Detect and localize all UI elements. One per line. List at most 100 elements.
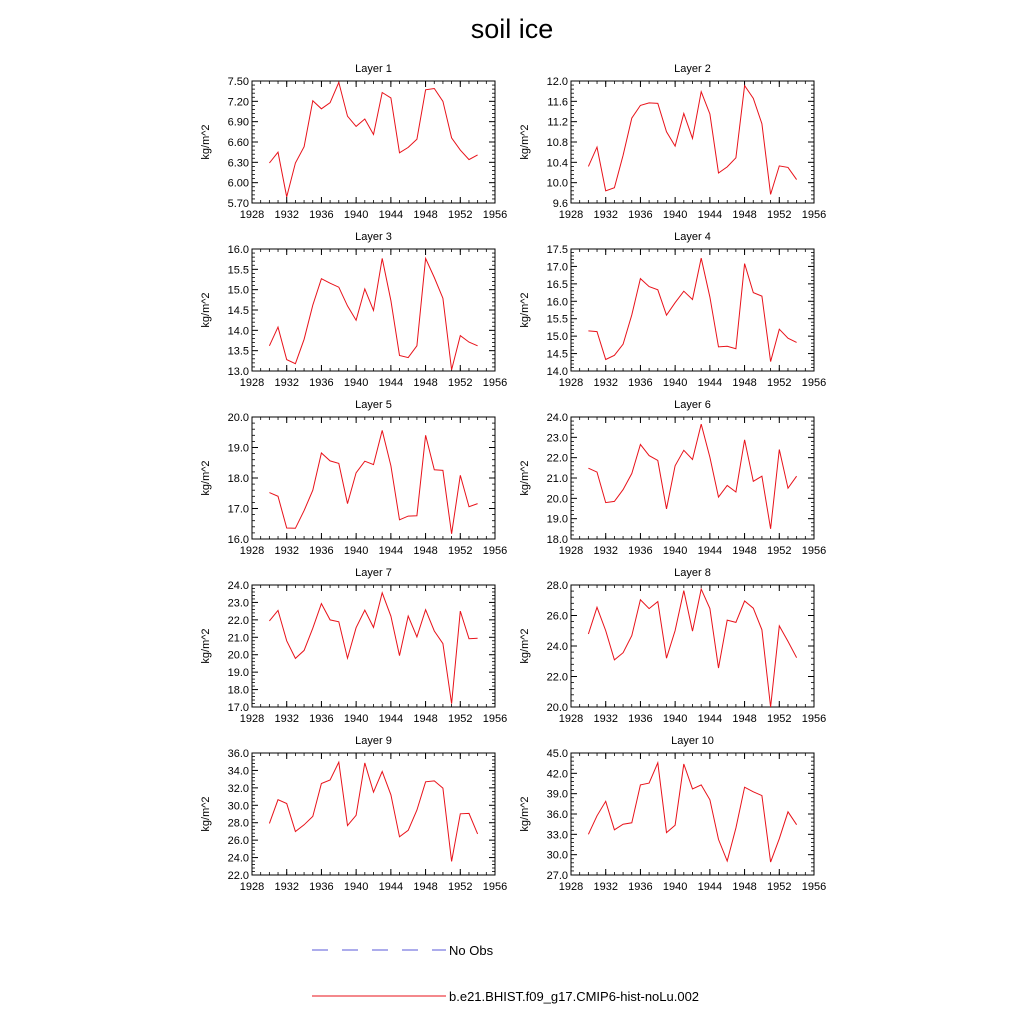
data-point — [691, 298, 693, 300]
data-point — [787, 166, 789, 168]
x-tick-label: 1956 — [483, 209, 507, 221]
x-tick-label: 1936 — [309, 713, 333, 725]
data-point — [398, 152, 400, 154]
data-point — [761, 295, 763, 297]
data-point — [303, 338, 305, 340]
data-point — [735, 347, 737, 349]
data-point — [743, 84, 745, 86]
data-point — [683, 112, 685, 114]
data-point — [381, 592, 383, 594]
data-point — [596, 146, 598, 148]
y-axis-label: kg/m^2 — [200, 796, 212, 831]
data-point — [407, 515, 409, 517]
data-point — [424, 89, 426, 91]
data-point — [476, 833, 478, 835]
data-point — [286, 196, 288, 198]
y-tick-label: 14.5 — [547, 349, 568, 361]
y-tick-label: 20.0 — [547, 493, 568, 505]
data-point — [372, 309, 374, 311]
x-tick-label: 1936 — [628, 881, 652, 893]
plot-frame — [251, 416, 496, 540]
data-point — [303, 509, 305, 511]
data-point — [390, 615, 392, 617]
data-point — [433, 780, 435, 782]
x-tick-label: 1928 — [240, 713, 264, 725]
x-tick-label: 1928 — [240, 545, 264, 557]
data-point — [312, 304, 314, 306]
data-point — [442, 642, 444, 644]
y-tick-label: 24.0 — [228, 853, 249, 865]
y-tick-label: 30.0 — [228, 800, 249, 812]
data-point — [346, 305, 348, 307]
data-point — [683, 449, 685, 451]
data-point — [761, 123, 763, 125]
series-line — [587, 84, 798, 195]
data-point — [683, 589, 685, 591]
x-tick-label: 1940 — [663, 209, 687, 221]
data-point — [346, 657, 348, 659]
data-point — [631, 314, 633, 316]
y-tick-label: 10.8 — [547, 137, 568, 149]
x-tick-label: 1956 — [802, 881, 826, 893]
y-axis-label: kg/m^2 — [200, 628, 212, 663]
y-tick-label: 18.0 — [547, 534, 568, 546]
data-point — [338, 621, 340, 623]
data-point — [355, 319, 357, 321]
y-tick-label: 16.0 — [228, 244, 249, 256]
data-point — [665, 508, 667, 510]
data-point — [743, 262, 745, 264]
data-point — [605, 190, 607, 192]
data-point — [717, 667, 719, 669]
data-point — [605, 629, 607, 631]
x-tick-label: 1932 — [274, 881, 298, 893]
plot-frame — [251, 80, 496, 204]
y-tick-label: 36.0 — [228, 748, 249, 760]
data-point — [468, 812, 470, 814]
y-tick-label: 17.0 — [547, 261, 568, 273]
panel-title: Layer 7 — [355, 567, 392, 579]
y-tick-label: 9.6 — [553, 198, 568, 210]
data-point — [683, 290, 685, 292]
data-point — [726, 860, 728, 862]
series-line — [587, 587, 798, 708]
y-tick-label: 22.0 — [228, 615, 249, 627]
y-tick-label: 42.0 — [547, 768, 568, 780]
y-tick-label: 6.00 — [228, 178, 249, 190]
plot-frame — [570, 248, 815, 372]
data-point — [338, 761, 340, 763]
data-point — [657, 459, 659, 461]
data-point — [665, 131, 667, 133]
data-point — [752, 480, 754, 482]
data-point — [442, 100, 444, 102]
x-tick-label: 1948 — [413, 545, 437, 557]
data-point — [476, 345, 478, 347]
y-tick-label: 7.50 — [228, 76, 249, 88]
data-point — [416, 809, 418, 811]
data-point — [468, 158, 470, 160]
data-point — [268, 620, 270, 622]
x-tick-label: 1932 — [593, 713, 617, 725]
data-point — [286, 527, 288, 529]
data-point — [364, 118, 366, 120]
data-point — [407, 146, 409, 148]
data-point — [717, 172, 719, 174]
data-point — [459, 334, 461, 336]
data-point — [691, 458, 693, 460]
x-tick-label: 1932 — [274, 713, 298, 725]
data-point — [442, 297, 444, 299]
data-point — [665, 657, 667, 659]
y-tick-label: 28.0 — [547, 580, 568, 592]
data-point — [364, 609, 366, 611]
data-point — [355, 627, 357, 629]
data-point — [674, 824, 676, 826]
data-point — [622, 823, 624, 825]
data-point — [605, 358, 607, 360]
x-tick-label: 1952 — [767, 713, 791, 725]
y-tick-label: 16.0 — [547, 296, 568, 308]
y-tick-label: 28.0 — [228, 818, 249, 830]
data-point — [398, 836, 400, 838]
data-point — [294, 830, 296, 832]
x-tick-label: 1956 — [802, 713, 826, 725]
data-point — [691, 788, 693, 790]
